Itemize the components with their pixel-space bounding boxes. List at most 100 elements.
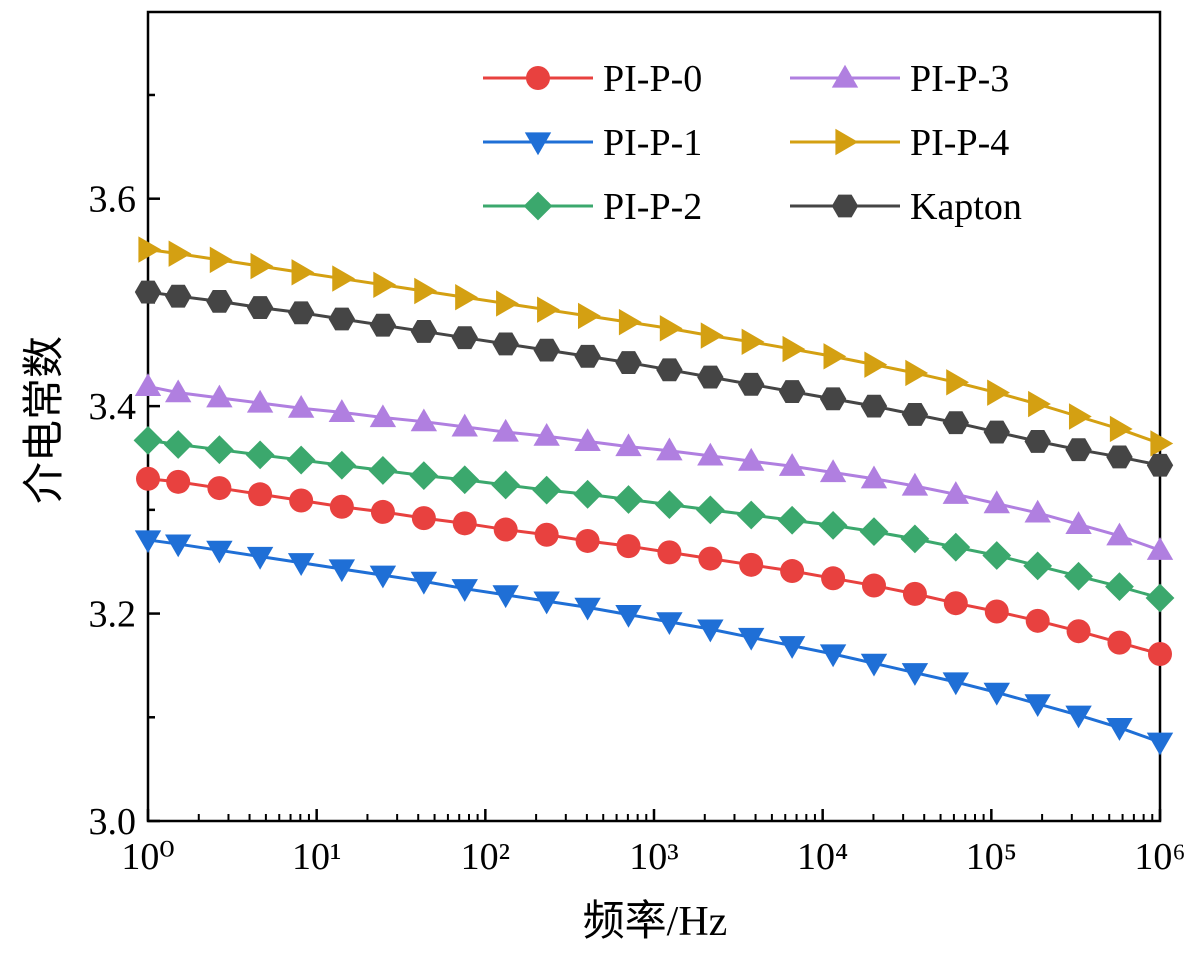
y-tick-label: 3.6 [89,179,137,221]
data-point [738,627,765,651]
data-point [166,469,191,494]
data-point [1106,522,1133,546]
data-point [1150,430,1174,457]
y-tick-label: 3.0 [89,801,137,843]
data-point [736,500,766,530]
data-point [615,433,642,457]
data-point [451,326,478,350]
x-tick-label: 10⁵ [966,836,1017,878]
data-point [778,636,806,659]
data-point [411,506,436,531]
data-point [1107,630,1132,655]
data-point [942,411,970,435]
legend-label: PI-P-1 [603,122,702,164]
legend-label: Kapton [910,186,1022,228]
data-point [698,546,723,571]
legend-label: PI-P-0 [603,58,702,100]
data-point [451,579,478,602]
data-point [491,470,521,500]
legend-marker [523,191,553,221]
data-point [782,335,806,363]
data-point [492,418,519,442]
data-point [1066,619,1091,644]
data-point [1146,537,1174,560]
data-point [1064,561,1093,591]
legend-label: PI-P-4 [910,122,1009,164]
data-point [1025,608,1050,633]
data-point [778,453,806,476]
data-point [332,265,356,292]
data-point [983,490,1010,514]
data-point [656,612,683,636]
data-point [1106,445,1133,469]
x-tick-label: 10² [461,836,510,878]
data-point [618,308,642,336]
legend-label: PI-P-3 [910,58,1009,100]
data-point [410,408,438,432]
data-point [368,456,398,485]
data-point [739,552,764,577]
data-point [138,236,162,263]
data-point [615,351,642,374]
data-point [328,307,356,331]
data-point [1106,718,1133,741]
data-point [328,559,356,583]
x-tick-label: 10³ [629,836,678,878]
data-point [451,413,478,437]
data-point [741,328,765,356]
data-point [533,423,560,446]
data-point [133,425,163,455]
data-point [614,485,643,514]
data-point [168,240,192,267]
data-point [450,465,480,495]
data-point [1145,583,1175,613]
data-point [206,384,233,408]
data-point [369,404,397,428]
data-point [206,540,233,564]
data-point [697,442,724,466]
data-point [574,344,601,368]
data-point [534,522,559,547]
data-point [695,495,725,525]
data-point [819,387,847,411]
data-point [1148,642,1172,667]
data-point [982,541,1012,570]
data-point [778,380,806,404]
x-tick-label: 10⁰ [121,836,174,878]
data-point [163,430,193,459]
legend-marker [831,194,859,218]
data-point [655,490,684,520]
data-point [659,315,683,342]
data-point [697,365,724,389]
data-point [410,320,438,343]
data-point [1065,705,1092,729]
data-point [207,476,232,501]
data-point [1146,453,1174,477]
data-point [738,447,765,471]
data-point [286,445,316,475]
data-point [134,373,162,397]
data-point [1028,390,1051,418]
data-point [900,524,930,554]
data-point [206,289,233,313]
data-point [901,663,929,686]
y-axis-label: 介电常数 [22,336,68,504]
data-point [327,450,357,480]
data-point [941,532,971,562]
data-point [492,332,519,356]
data-point [373,271,397,298]
legend-marker [524,132,552,156]
data-point [901,472,929,496]
data-point [164,284,192,308]
data-point [780,559,805,584]
data-point [246,546,274,570]
data-point [821,566,846,591]
data-point [537,296,560,323]
data-point [901,402,929,426]
data-point [946,369,970,396]
data-point [902,581,927,606]
data-point [574,597,601,621]
data-point [1068,403,1092,430]
data-point [574,428,601,451]
data-point [1024,694,1051,717]
